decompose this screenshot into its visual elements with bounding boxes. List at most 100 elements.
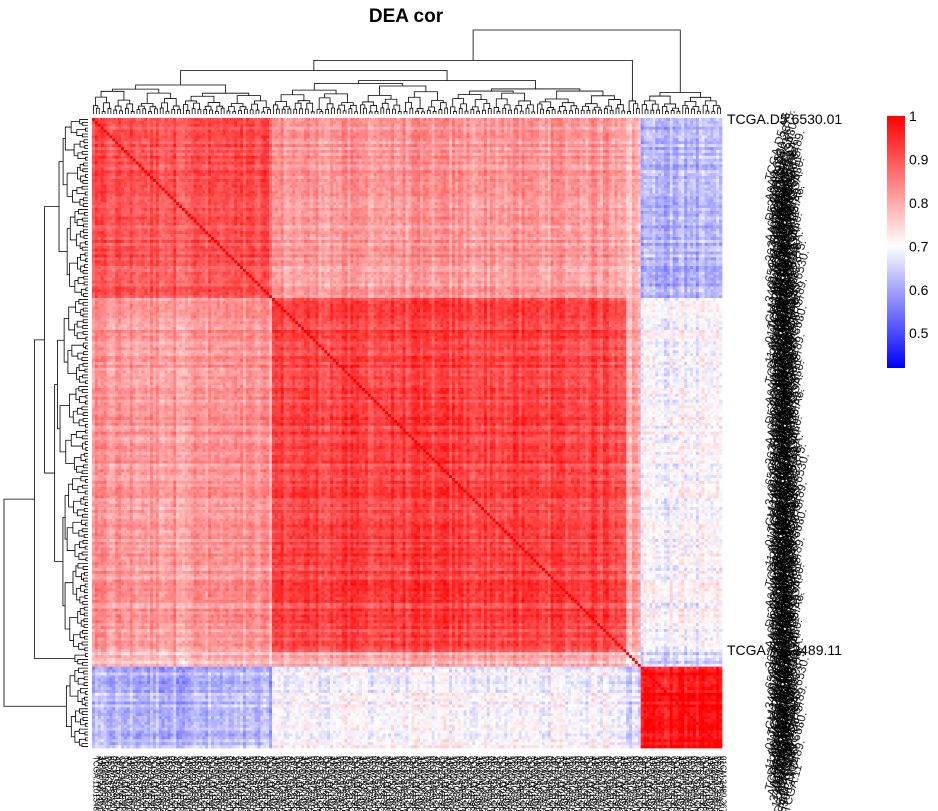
heatmap-cell (475, 150, 478, 153)
heatmap-cell (353, 141, 356, 144)
heatmap-cell (345, 121, 348, 124)
heatmap-cell (272, 144, 275, 147)
heatmap-cell (548, 133, 551, 136)
heatmap-cell (272, 124, 275, 127)
heatmap-cell (504, 138, 507, 141)
heatmap-cell (667, 138, 670, 141)
heatmap-cell (310, 135, 313, 138)
heatmap-cell (580, 141, 583, 144)
heatmap-cell (525, 153, 528, 156)
heatmap-cell (109, 121, 112, 124)
heatmap-cell (234, 153, 237, 156)
heatmap-cell (217, 135, 220, 138)
dendrogram-link (244, 109, 247, 114)
heatmap-cell (124, 118, 127, 121)
heatmap-cell (298, 144, 301, 147)
dendrogram-link (78, 612, 82, 624)
heatmap-cell (426, 127, 429, 130)
heatmap-cell (516, 144, 519, 147)
heatmap-cell (411, 153, 414, 156)
heatmap-cell (719, 133, 722, 136)
heatmap-cell (568, 127, 571, 130)
heatmap-cell (301, 124, 304, 127)
heatmap-cell (641, 138, 644, 141)
heatmap-cell (681, 121, 684, 124)
dendrogram-link (305, 109, 308, 114)
heatmap-cell (464, 124, 467, 127)
heatmap-cell (220, 118, 223, 121)
dendrogram-link (131, 111, 134, 114)
heatmap-cell (699, 147, 702, 150)
dendrogram-link (81, 266, 85, 272)
heatmap-cell (638, 150, 641, 153)
heatmap-cell (426, 118, 429, 121)
heatmap-cell (379, 150, 382, 153)
heatmap-cell (702, 118, 705, 121)
heatmap-cell (461, 144, 464, 147)
heatmap-cell (498, 153, 501, 156)
heatmap-cell (719, 118, 722, 121)
heatmap-cell (385, 133, 388, 136)
heatmap-cell (568, 135, 571, 138)
dendrogram-link (73, 635, 80, 647)
heatmap-cell (400, 121, 403, 124)
dendrogram-link (477, 111, 480, 114)
heatmap-cell (530, 121, 533, 124)
heatmap-cell (580, 133, 583, 136)
heatmap-cell (350, 153, 353, 156)
heatmap-cell (699, 144, 702, 147)
heatmap-cell (156, 153, 159, 156)
heatmap-cell (507, 150, 510, 153)
heatmap-cell (652, 130, 655, 133)
heatmap-cell (260, 121, 263, 124)
heatmap-cell (542, 127, 545, 130)
heatmap-cell (525, 138, 528, 141)
heatmap-cell (452, 121, 455, 124)
heatmap-cell (92, 144, 95, 147)
heatmap-cell (713, 118, 716, 121)
heatmap-cell (353, 150, 356, 153)
heatmap-cell (600, 121, 603, 124)
heatmap-cell (443, 135, 446, 138)
heatmap-cell (359, 124, 362, 127)
heatmap-cell (101, 124, 104, 127)
heatmap-cell (583, 121, 586, 124)
heatmap-cell (623, 127, 626, 130)
heatmap-cell (362, 133, 365, 136)
heatmap-cell (176, 135, 179, 138)
heatmap-cell (649, 121, 652, 124)
heatmap-cell (647, 144, 650, 147)
heatmap-cell (632, 133, 635, 136)
heatmap-cell (496, 153, 499, 156)
heatmap-cell (318, 135, 321, 138)
heatmap-cell (289, 133, 292, 136)
heatmap-cell (350, 147, 353, 150)
heatmap-cell (464, 150, 467, 153)
heatmap-cell (475, 144, 478, 147)
dendrogram-link (57, 340, 64, 428)
heatmap-cell (522, 121, 525, 124)
heatmap-cell (696, 130, 699, 133)
heatmap-cell (493, 121, 496, 124)
heatmap-cell (185, 135, 188, 138)
heatmap-cell (577, 150, 580, 153)
heatmap-cell (487, 130, 490, 133)
heatmap-cell (417, 118, 420, 121)
heatmap-cell (455, 141, 458, 144)
heatmap-cell (321, 138, 324, 141)
heatmap-cell (539, 153, 542, 156)
heatmap-cell (298, 130, 301, 133)
heatmap-cell (458, 150, 461, 153)
heatmap-cell (464, 144, 467, 147)
heatmap-cell (231, 124, 234, 127)
heatmap-cell (211, 118, 214, 121)
heatmap-cell (464, 133, 467, 136)
heatmap-cell (693, 147, 696, 150)
heatmap-cell (606, 138, 609, 141)
heatmap-cell (681, 144, 684, 147)
heatmap-cell (626, 135, 629, 138)
heatmap-cell (658, 147, 661, 150)
heatmap-cell (228, 135, 231, 138)
heatmap-cell (440, 150, 443, 153)
heatmap-cell (272, 130, 275, 133)
